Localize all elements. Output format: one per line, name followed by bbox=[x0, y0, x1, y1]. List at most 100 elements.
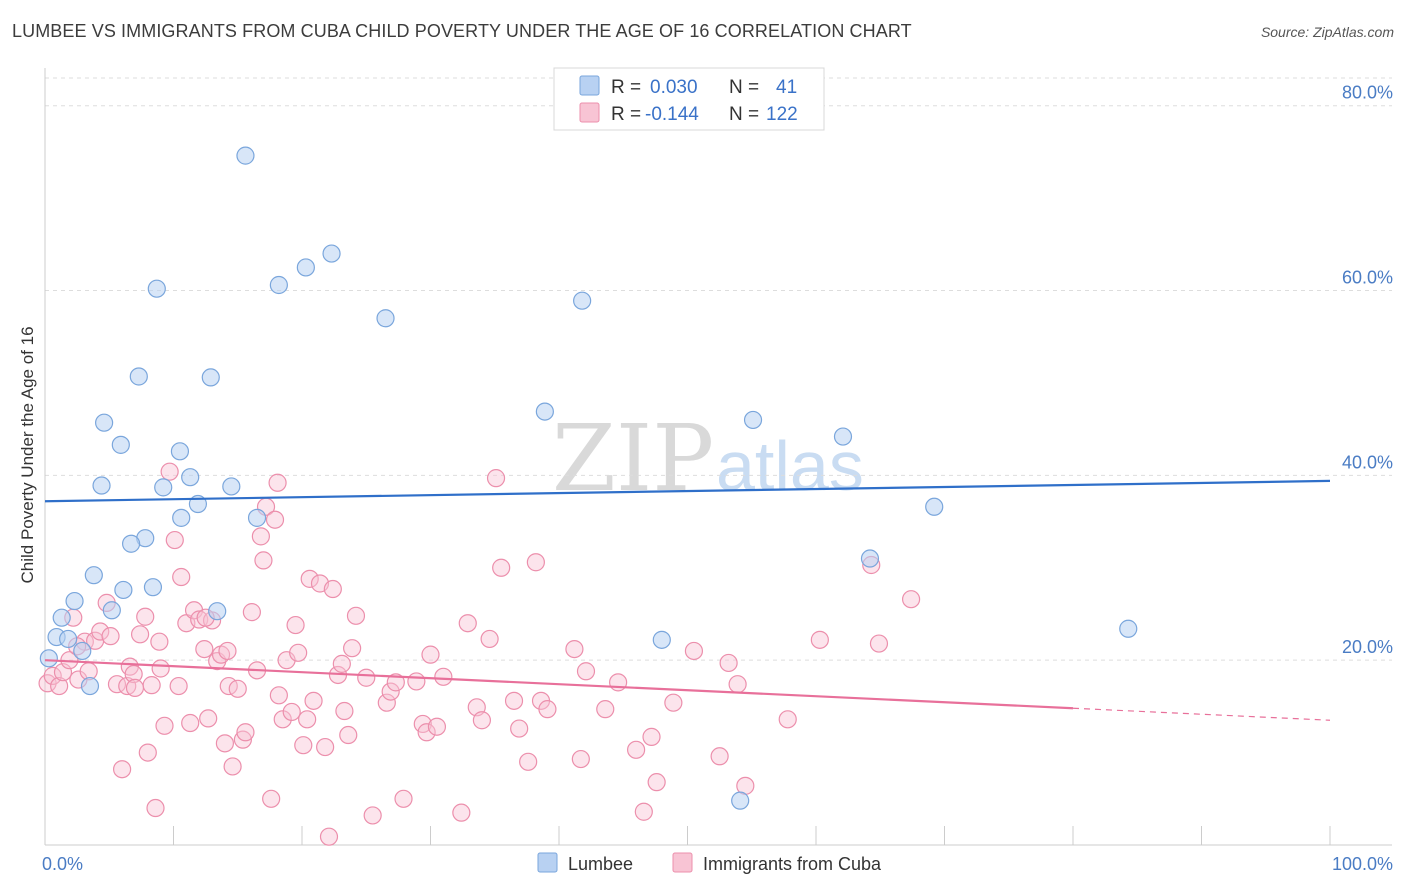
cuba-point bbox=[316, 737, 335, 757]
lumbee-point bbox=[102, 601, 121, 620]
lumbee-point bbox=[296, 258, 315, 277]
lumbee-point bbox=[222, 477, 241, 496]
correlation-legend: R = 0.030 N = 41 R = -0.144 N = 122 bbox=[553, 67, 825, 131]
cuba-point bbox=[719, 653, 738, 673]
source-label: Source: ZipAtlas.com bbox=[1260, 24, 1394, 40]
cuba-point bbox=[43, 666, 62, 685]
cuba-point bbox=[233, 730, 252, 749]
trend-lines bbox=[44, 479, 1331, 721]
cuba-point bbox=[642, 727, 661, 746]
y-tick-label: 40.0% bbox=[1342, 452, 1393, 472]
cuba-point bbox=[286, 615, 305, 635]
cuba-point bbox=[458, 614, 477, 633]
legend-r-label-lumbee: R = bbox=[611, 77, 641, 98]
cuba-point bbox=[684, 641, 704, 661]
legend-r-value-cuba: -0.144 bbox=[645, 104, 699, 125]
lumbee-point bbox=[535, 402, 554, 421]
legend-swatch-lumbee bbox=[579, 75, 600, 96]
cuba-point bbox=[626, 740, 646, 759]
cuba-point bbox=[101, 627, 120, 646]
cuba-point bbox=[223, 757, 242, 776]
cuba-point bbox=[343, 639, 362, 658]
cuba-point bbox=[155, 716, 174, 735]
cuba-point bbox=[407, 672, 426, 691]
cuba-point bbox=[728, 675, 747, 694]
cuba-point bbox=[510, 719, 529, 738]
cuba-point bbox=[181, 713, 200, 733]
cuba-point bbox=[335, 701, 354, 721]
cuba-point bbox=[634, 802, 653, 821]
cuba-point bbox=[254, 551, 273, 570]
cuba-point bbox=[50, 676, 69, 696]
cuba-point bbox=[778, 710, 797, 729]
cuba-point bbox=[377, 693, 396, 712]
lumbee-point bbox=[154, 478, 173, 497]
cuba-point bbox=[427, 717, 447, 736]
lumbee-point bbox=[652, 630, 671, 649]
lumbee-point bbox=[114, 580, 133, 600]
cuba-point bbox=[319, 827, 339, 846]
cuba-point bbox=[452, 803, 471, 822]
cuba-point bbox=[282, 702, 301, 722]
lumbee-point bbox=[208, 602, 227, 621]
cuba-point bbox=[228, 679, 247, 698]
lumbee-point bbox=[147, 279, 166, 298]
legend-r-label-cuba: R = bbox=[611, 104, 641, 125]
cuba-point bbox=[160, 462, 179, 481]
cuba-point bbox=[526, 553, 545, 572]
lumbee-point bbox=[247, 508, 267, 527]
lumbee-point bbox=[39, 649, 58, 668]
cuba-point bbox=[647, 773, 666, 792]
lumbee-point bbox=[73, 641, 92, 661]
cuba-point bbox=[492, 558, 511, 577]
cuba-point bbox=[901, 590, 921, 609]
lumbee-trend-line bbox=[44, 479, 1331, 503]
lumbee-point bbox=[80, 676, 100, 696]
cuba-point bbox=[150, 632, 169, 651]
cuba-point bbox=[664, 693, 683, 712]
y-tick-label: 20.0% bbox=[1342, 637, 1393, 657]
cuba-point bbox=[130, 625, 150, 644]
lumbee-point bbox=[52, 608, 71, 627]
cuba-point bbox=[386, 673, 405, 692]
lumbee-point bbox=[573, 291, 592, 310]
cuba-point bbox=[136, 607, 155, 626]
cuba-point bbox=[236, 723, 255, 742]
cuba-point bbox=[190, 610, 209, 629]
lumbee-point bbox=[376, 309, 395, 328]
cuba-point bbox=[339, 725, 358, 745]
cuba-point bbox=[434, 667, 453, 686]
x-tick-label: 0.0% bbox=[42, 854, 83, 874]
cuba-point bbox=[304, 691, 323, 710]
lumbee-point bbox=[172, 508, 191, 527]
cuba-point bbox=[218, 641, 237, 661]
cuba-point bbox=[151, 659, 170, 678]
cuba-point bbox=[124, 664, 143, 684]
lumbee-point bbox=[731, 791, 750, 810]
lumbee-point bbox=[143, 578, 163, 597]
lumbee-point bbox=[236, 146, 255, 165]
cuba-point bbox=[363, 806, 382, 825]
cuba-point bbox=[394, 789, 413, 808]
series-legend: Lumbee Immigrants from Cuba bbox=[537, 852, 882, 874]
axes bbox=[44, 68, 1392, 846]
cuba-point bbox=[486, 469, 506, 488]
y-axis-label: Child Poverty Under the Age of 16 bbox=[18, 326, 37, 583]
lumbee-point bbox=[322, 244, 341, 263]
cuba-point bbox=[251, 527, 270, 546]
legend-n-value-lumbee: 41 bbox=[776, 77, 797, 98]
cuba-point bbox=[417, 723, 436, 742]
series-lumbee-points bbox=[39, 146, 1138, 810]
cuba-point bbox=[710, 747, 729, 766]
watermark-zip: ZIP bbox=[552, 405, 714, 512]
lumbee-point bbox=[181, 468, 200, 487]
chart-title: LUMBEE VS IMMIGRANTS FROM CUBA CHILD POV… bbox=[12, 21, 912, 41]
cuba-point bbox=[125, 678, 145, 698]
lumbee-point bbox=[84, 566, 103, 585]
legend-n-value-cuba: 122 bbox=[766, 104, 798, 125]
lumbee-point bbox=[833, 427, 853, 446]
cuba-point bbox=[869, 634, 889, 653]
y-tick-label: 80.0% bbox=[1342, 83, 1393, 103]
legend-swatch-cuba bbox=[579, 102, 600, 123]
